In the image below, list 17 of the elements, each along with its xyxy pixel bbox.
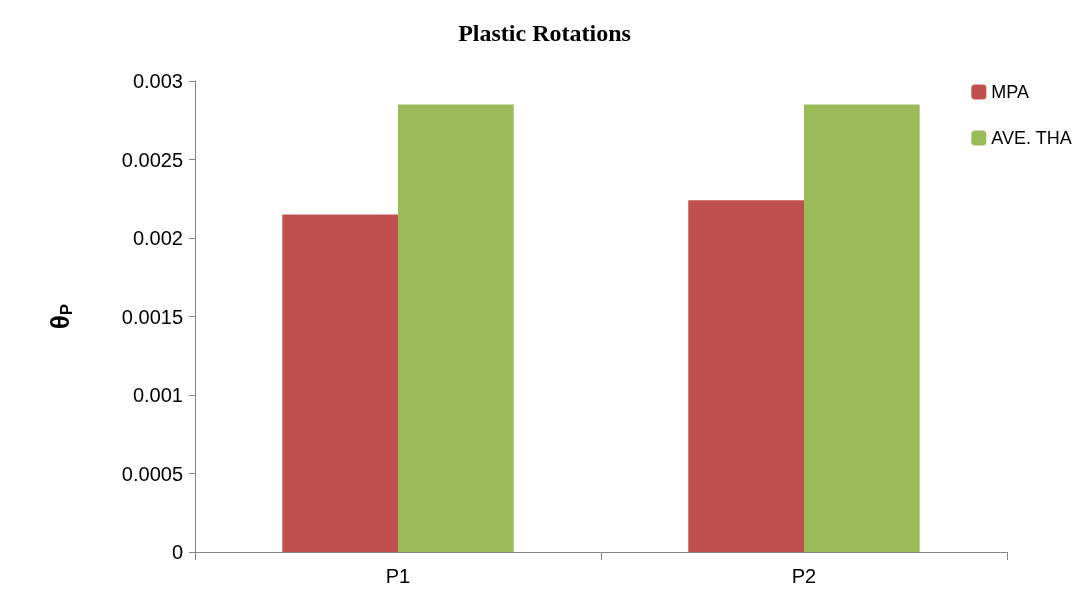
bar: [282, 214, 398, 552]
y-tick-label: 0.0015: [121, 305, 183, 328]
y-tick-label: 0.002: [132, 227, 183, 249]
y-tick-label: 0.0005: [121, 462, 183, 485]
legend-label: MPA: [991, 82, 1029, 102]
x-tick-label: P2: [791, 565, 817, 587]
legend-label: AVE. THA: [991, 128, 1072, 148]
bar: [398, 104, 514, 552]
x-tick-label: P1: [385, 565, 411, 587]
y-tick-label: 0: [171, 541, 183, 563]
y-axis-title: θP: [44, 303, 76, 330]
bar: [688, 200, 804, 552]
bar: [804, 104, 920, 552]
y-tick-label: 0.001: [132, 384, 183, 406]
y-tick-label: 0.003: [132, 70, 183, 92]
chart-title: Plastic Rotations: [458, 20, 631, 46]
y-tick-label: 0.0025: [121, 148, 183, 171]
